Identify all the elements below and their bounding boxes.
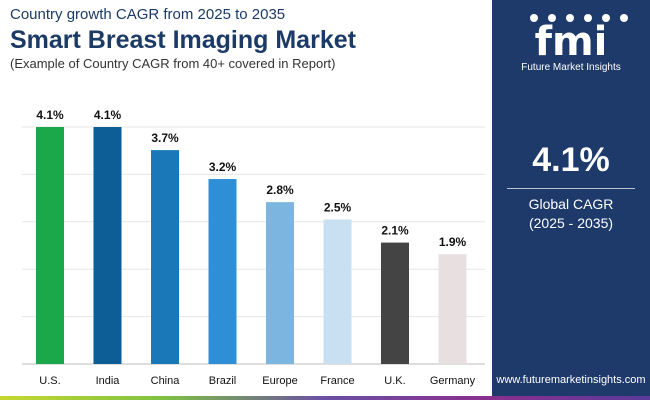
logo-wordmark: fmi	[535, 19, 608, 65]
value-label: 2.5%	[324, 200, 352, 214]
bar-brazil[interactable]	[208, 179, 237, 364]
value-label: 1.9%	[439, 235, 467, 249]
bottom-color-strip	[0, 396, 650, 400]
value-label: 2.8%	[266, 183, 294, 197]
chart-subtitle: Country growth CAGR from 2025 to 2035	[10, 6, 286, 23]
x-tick-label: France	[320, 375, 354, 387]
chart-note: (Example of Country CAGR from 40+ covere…	[10, 56, 336, 71]
bar-france[interactable]	[323, 219, 352, 364]
x-tick-label: India	[96, 375, 121, 387]
bar-china[interactable]	[151, 150, 179, 364]
brand-name: Future Market Insights	[521, 62, 620, 73]
kpi-value: 4.1%	[532, 141, 610, 179]
kpi-label: Global CAGR	[528, 196, 614, 212]
value-label: 3.2%	[209, 160, 237, 174]
summary-panel: fmi Future Market Insights 4.1% Global C…	[492, 0, 650, 400]
x-tick-label: Europe	[262, 375, 297, 387]
bar-india[interactable]	[93, 127, 122, 364]
website-link[interactable]: www.futuremarketinsights.com	[496, 374, 646, 386]
x-tick-label: U.K.	[384, 375, 405, 387]
bar-uk[interactable]	[381, 242, 409, 364]
bar-us[interactable]	[36, 127, 64, 364]
bar-chart: 4.1% U.S. 4.1% India 3.7% China 3.2% Brazil 2.8%…	[22, 108, 485, 387]
x-tick-label: Brazil	[209, 375, 237, 387]
fmi-logo: fmi Future Market Insights	[521, 14, 628, 73]
kpi-range: (2025 - 2035)	[528, 215, 614, 231]
value-label: 4.1%	[36, 108, 64, 122]
bar-europe[interactable]	[266, 202, 294, 364]
global-cagr-kpi: 4.1% Global CAGR (2025 - 2035)	[492, 140, 650, 233]
value-label: 2.1%	[381, 224, 409, 238]
header: Country growth CAGR from 2025 to 2035 Sm…	[10, 6, 490, 72]
x-tick-label: Germany	[430, 375, 476, 387]
kpi-divider	[507, 188, 635, 189]
bar-germany[interactable]	[438, 254, 467, 364]
value-label: 4.1%	[94, 108, 122, 122]
x-tick-label: China	[151, 375, 181, 387]
bar-chart-svg: 4.1% U.S. 4.1% India 3.7% China 3.2% Brazil 2.8%…	[22, 108, 485, 387]
x-tick-label: U.S.	[39, 375, 60, 387]
value-label: 3.7%	[151, 131, 179, 145]
chart-title: Smart Breast Imaging Market	[10, 26, 356, 54]
